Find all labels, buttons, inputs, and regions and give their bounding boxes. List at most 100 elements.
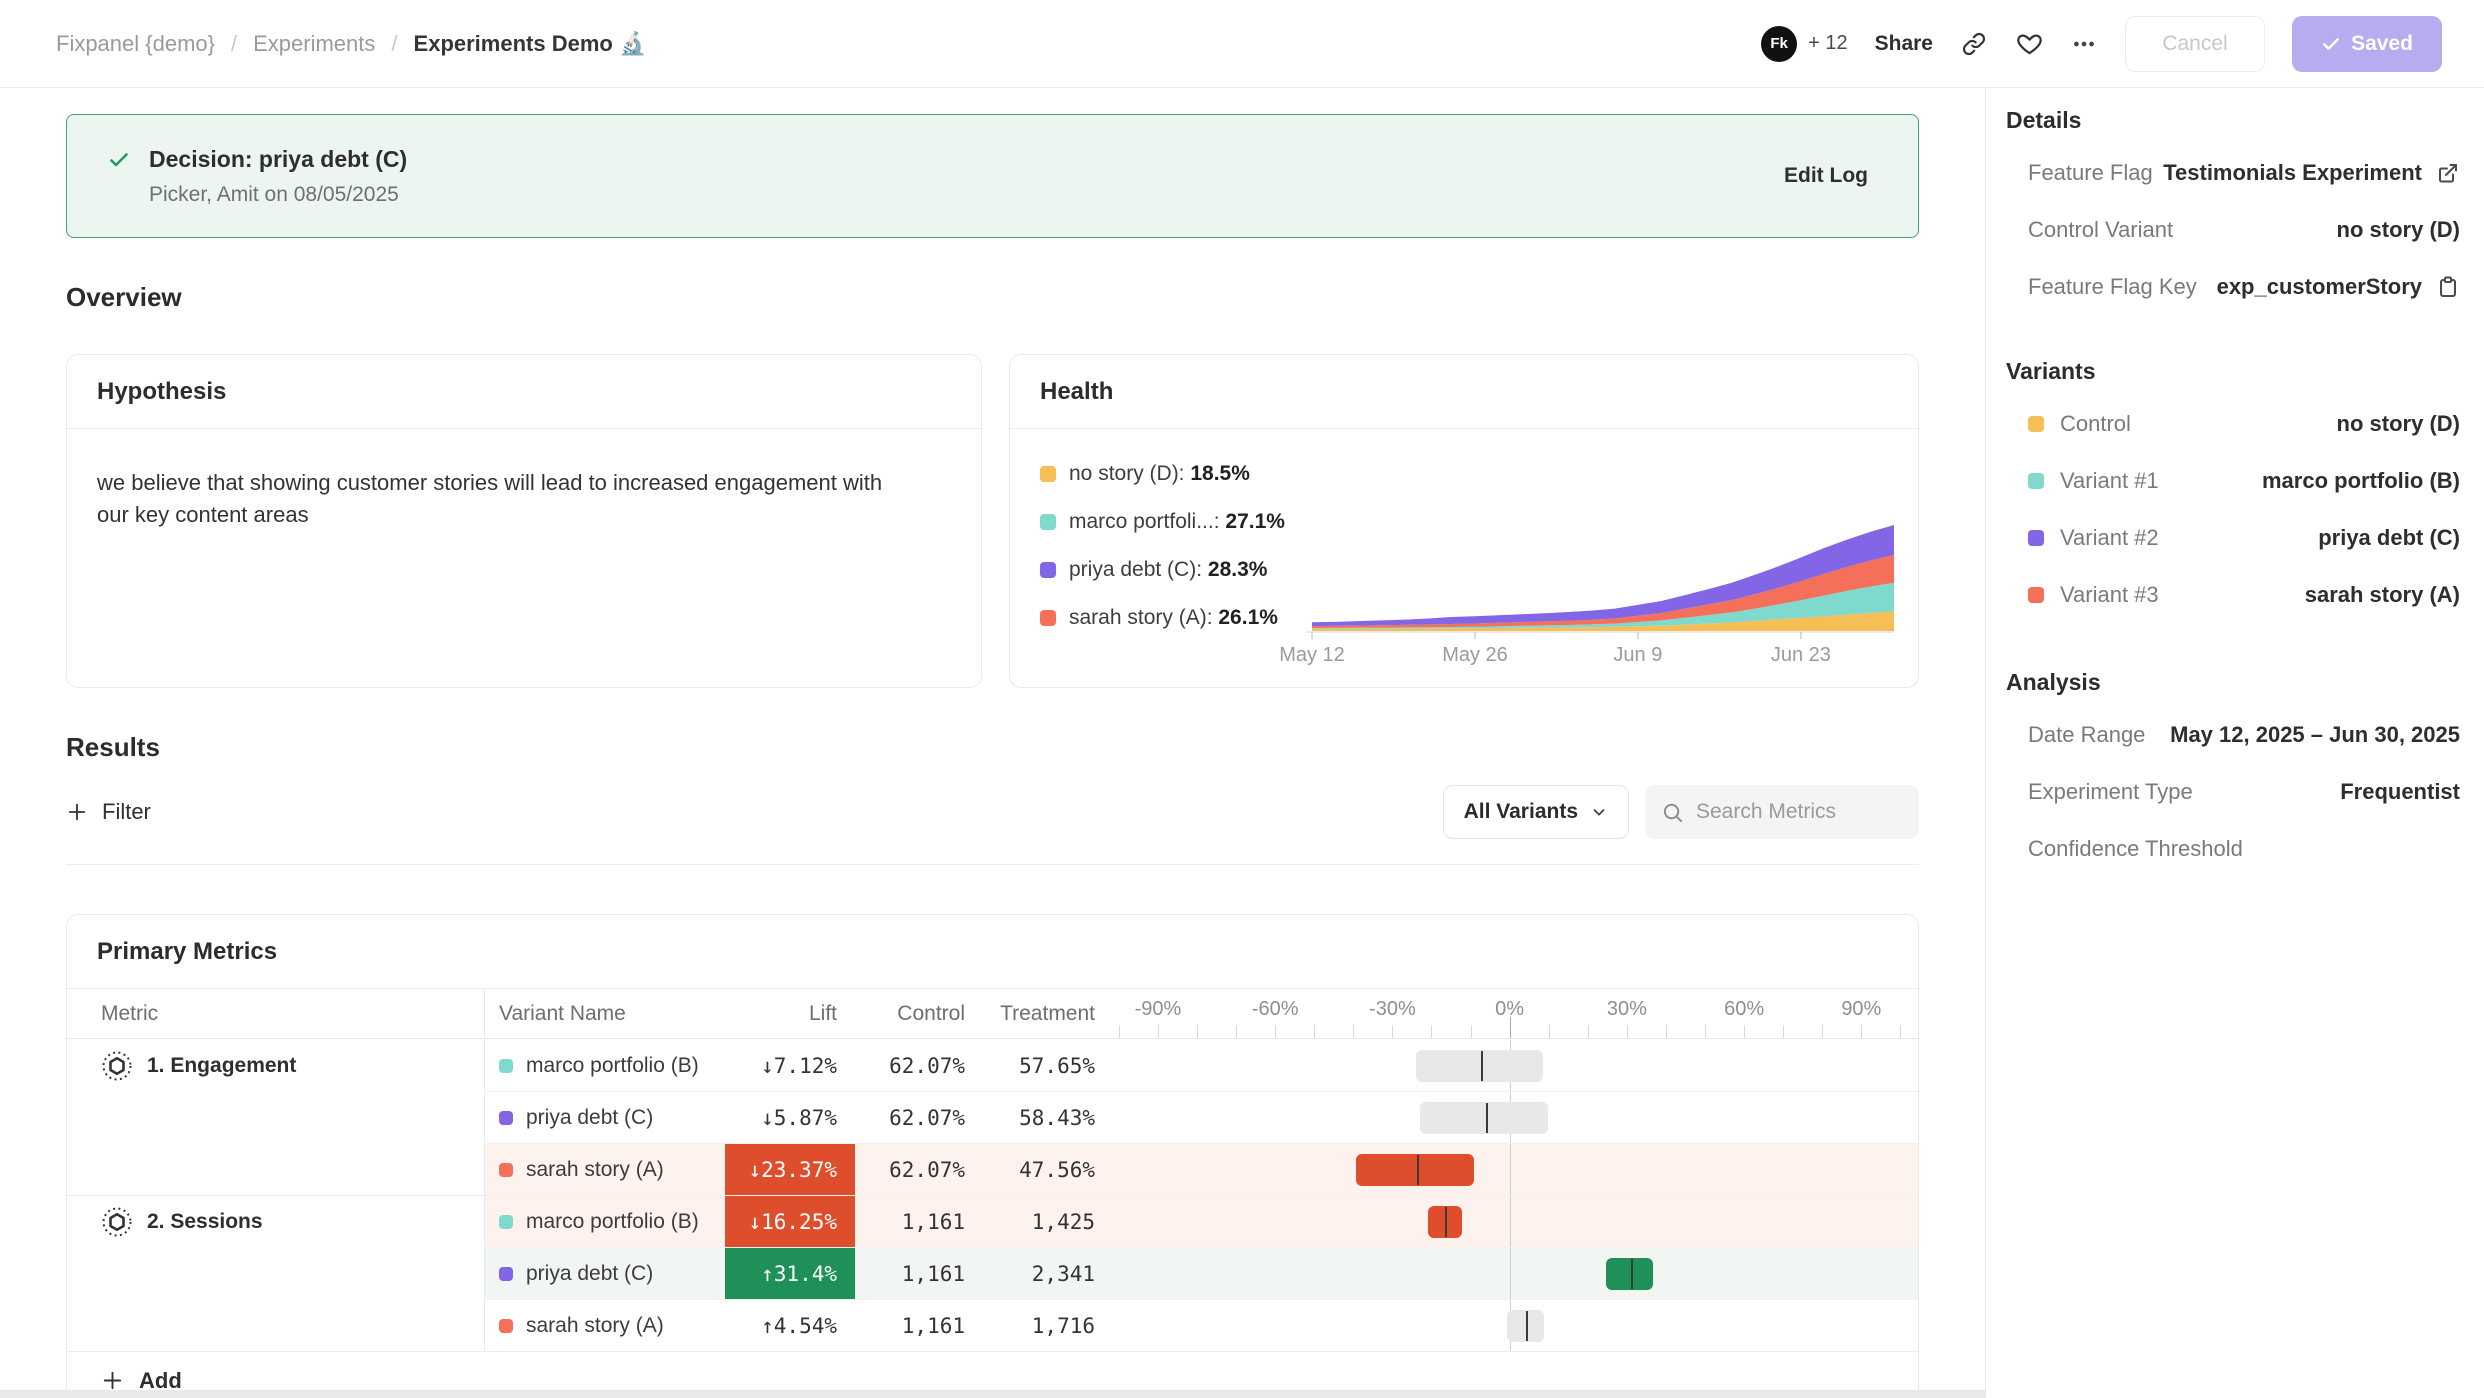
lift-point-marker <box>1486 1103 1488 1133</box>
lift-axis-header: -90%-60%-30%0%30%60%90% <box>1113 989 1918 1038</box>
breadcrumb-experiments[interactable]: Experiments <box>253 31 375 57</box>
metric-table-row[interactable]: sarah story (A)↑4.54%1,1611,716 <box>67 1299 1918 1351</box>
breadcrumb-current-page: Experiments Demo 🔬 <box>414 31 647 57</box>
health-legend-item: sarah story (A): 26.1% <box>1040 607 1285 629</box>
metric-name-cell <box>67 1091 485 1143</box>
more-options-icon[interactable] <box>2070 30 2098 58</box>
hypothesis-card: Hypothesis we believe that showing custo… <box>66 354 982 688</box>
external-link-icon[interactable] <box>2436 161 2460 185</box>
health-card: Health no story (D): 18.5%marco portfoli… <box>1009 354 1919 688</box>
confidence-interval-bar <box>1420 1102 1549 1134</box>
zero-axis-line <box>1510 1144 1511 1195</box>
decision-banner: Decision: priya debt (C) Picker, Amit on… <box>66 114 1919 238</box>
metric-table-row[interactable]: 2. Sessionsmarco portfolio (B)↓16.25%1,1… <box>67 1195 1918 1247</box>
axis-tick <box>1158 1025 1159 1038</box>
variant-color-swatch <box>499 1111 513 1125</box>
lift-value-cell: ↓7.12% <box>725 1039 855 1091</box>
metric-name-cell <box>67 1299 485 1351</box>
confidence-interval-cell <box>1113 1299 1918 1351</box>
variant-name-cell: priya debt (C) <box>485 1247 725 1299</box>
axis-tick <box>1744 1025 1745 1038</box>
variant-color-swatch <box>2028 587 2044 603</box>
variant-name-cell: marco portfolio (B) <box>485 1039 725 1091</box>
decision-subtitle: Picker, Amit on 08/05/2025 <box>149 183 407 207</box>
axis-tick <box>1900 1025 1901 1038</box>
copy-link-icon[interactable] <box>1960 30 1988 58</box>
variant-color-swatch <box>499 1163 513 1177</box>
saved-button[interactable]: Saved <box>2292 16 2442 72</box>
treatment-value-cell: 1,425 <box>983 1195 1113 1247</box>
health-legend-item: marco portfoli...: 27.1% <box>1040 511 1285 533</box>
feature-flag-key-row: Feature Flag Key exp_customerStory <box>2006 258 2460 315</box>
treatment-value-cell: 58.43% <box>983 1091 1113 1143</box>
axis-tick <box>1275 1025 1276 1038</box>
primary-metrics-card: Primary Metrics Metric Variant Name Lift… <box>66 914 1919 1398</box>
results-heading: Results <box>66 732 1919 762</box>
metric-table-row[interactable]: priya debt (C)↓5.87%62.07%58.43% <box>67 1091 1918 1143</box>
axis-tick-label: 60% <box>1724 998 1764 1021</box>
control-value-cell: 1,161 <box>855 1299 983 1351</box>
variant-color-swatch <box>499 1059 513 1073</box>
metric-table-row[interactable]: priya debt (C)↑31.4%1,1612,341 <box>67 1247 1918 1299</box>
control-value-cell: 1,161 <box>855 1247 983 1299</box>
plus-icon <box>101 1369 124 1392</box>
axis-tick-label: -60% <box>1252 998 1299 1021</box>
health-legend-item: priya debt (C): 28.3% <box>1040 559 1285 581</box>
metric-name-cell: 1. Engagement <box>67 1039 485 1091</box>
metric-name-cell: 2. Sessions <box>67 1195 485 1247</box>
axis-tick <box>1822 1025 1823 1038</box>
variants-dropdown[interactable]: All Variants <box>1443 785 1629 839</box>
confidence-threshold-row: Confidence Threshold <box>2006 820 2460 877</box>
search-metrics-box <box>1645 785 1919 839</box>
x-axis-label: Jun 23 <box>1771 644 1831 666</box>
control-value-cell: 62.07% <box>855 1143 983 1195</box>
metric-table-row[interactable]: 1. Engagementmarco portfolio (B)↓7.12%62… <box>67 1039 1918 1091</box>
avatar[interactable]: Fk <box>1761 26 1797 62</box>
edit-log-button[interactable]: Edit Log <box>1784 164 1868 188</box>
axis-tick <box>1588 1025 1589 1038</box>
health-legend: no story (D): 18.5%marco portfoli...: 27… <box>1040 463 1285 629</box>
experiment-type-row: Experiment Type Frequentist <box>2006 763 2460 820</box>
favorite-heart-icon[interactable] <box>2015 30 2043 58</box>
lift-point-marker <box>1445 1207 1447 1237</box>
collaborators-count[interactable]: + 12 <box>1808 32 1847 55</box>
confidence-interval-bar <box>1416 1050 1543 1082</box>
confidence-interval-cell <box>1113 1143 1918 1195</box>
share-button[interactable]: Share <box>1875 32 1933 56</box>
axis-tick <box>1510 1017 1511 1038</box>
axis-tick <box>1197 1025 1198 1038</box>
metric-name-cell <box>67 1247 485 1299</box>
add-filter-button[interactable]: Filter <box>66 799 151 825</box>
metric-target-icon <box>101 1206 133 1238</box>
metric-table-row[interactable]: sarah story (A)↓23.37%62.07%47.56% <box>67 1143 1918 1195</box>
lift-value-cell: ↓16.25% <box>725 1195 855 1247</box>
clipboard-copy-icon[interactable] <box>2436 275 2460 299</box>
control-value-cell: 1,161 <box>855 1195 983 1247</box>
top-bar: Fixpanel {demo} / Experiments / Experime… <box>0 0 2484 88</box>
lift-value-cell: ↑4.54% <box>725 1299 855 1351</box>
breadcrumb-project[interactable]: Fixpanel {demo} <box>56 31 215 57</box>
legend-color-swatch <box>1040 562 1056 578</box>
legend-color-swatch <box>1040 466 1056 482</box>
search-metrics-input[interactable] <box>1696 800 1886 824</box>
axis-tick <box>1705 1025 1706 1038</box>
zero-axis-line <box>1510 1248 1511 1299</box>
breadcrumb-separator: / <box>231 31 237 57</box>
axis-tick <box>1314 1025 1315 1038</box>
confidence-interval-bar <box>1356 1154 1474 1186</box>
lift-value-cell: ↑31.4% <box>725 1247 855 1299</box>
axis-tick <box>1353 1025 1354 1038</box>
details-heading: Details <box>2006 106 2460 134</box>
cancel-button[interactable]: Cancel <box>2125 16 2265 72</box>
lift-value-cell: ↓23.37% <box>725 1143 855 1195</box>
treatment-value-cell: 57.65% <box>983 1039 1113 1091</box>
confidence-interval-cell <box>1113 1039 1918 1091</box>
x-axis-label: May 26 <box>1442 644 1508 666</box>
axis-tick <box>1861 1025 1862 1038</box>
primary-metrics-title: Primary Metrics <box>67 915 1918 989</box>
decision-title: Decision: priya debt (C) <box>149 146 407 173</box>
variant-color-swatch <box>2028 416 2044 432</box>
confidence-interval-bar <box>1606 1258 1653 1290</box>
legend-color-swatch <box>1040 514 1056 530</box>
control-value-cell: 62.07% <box>855 1039 983 1091</box>
